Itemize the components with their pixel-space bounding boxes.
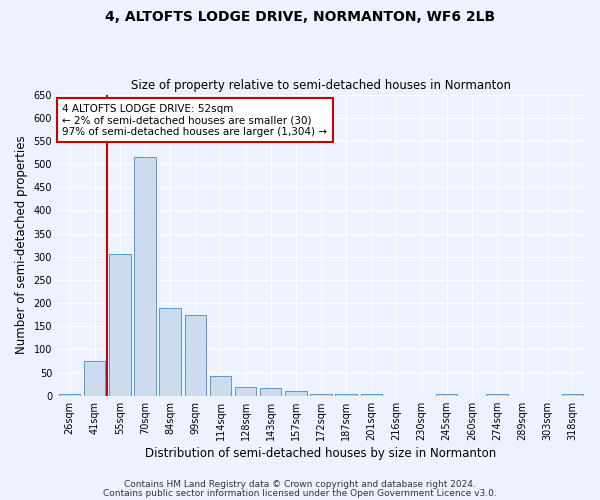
- Bar: [160, 308, 181, 396]
- Text: 4 ALTOFTS LODGE DRIVE: 52sqm
← 2% of semi-detached houses are smaller (30)
97% o: 4 ALTOFTS LODGE DRIVE: 52sqm ← 2% of sem…: [62, 104, 328, 137]
- Bar: [59, 394, 80, 396]
- Bar: [562, 394, 583, 396]
- Bar: [487, 394, 508, 396]
- Text: Contains HM Land Registry data © Crown copyright and database right 2024.: Contains HM Land Registry data © Crown c…: [124, 480, 476, 489]
- Bar: [310, 394, 332, 396]
- X-axis label: Distribution of semi-detached houses by size in Normanton: Distribution of semi-detached houses by …: [145, 447, 497, 460]
- Bar: [210, 376, 231, 396]
- Bar: [84, 361, 106, 396]
- Bar: [235, 386, 256, 396]
- Bar: [134, 157, 156, 396]
- Bar: [109, 254, 131, 396]
- Bar: [260, 388, 281, 396]
- Bar: [335, 394, 357, 396]
- Y-axis label: Number of semi-detached properties: Number of semi-detached properties: [15, 136, 28, 354]
- Bar: [285, 391, 307, 396]
- Text: 4, ALTOFTS LODGE DRIVE, NORMANTON, WF6 2LB: 4, ALTOFTS LODGE DRIVE, NORMANTON, WF6 2…: [105, 10, 495, 24]
- Bar: [361, 394, 382, 396]
- Bar: [436, 394, 457, 396]
- Title: Size of property relative to semi-detached houses in Normanton: Size of property relative to semi-detach…: [131, 79, 511, 92]
- Bar: [185, 314, 206, 396]
- Text: Contains public sector information licensed under the Open Government Licence v3: Contains public sector information licen…: [103, 489, 497, 498]
